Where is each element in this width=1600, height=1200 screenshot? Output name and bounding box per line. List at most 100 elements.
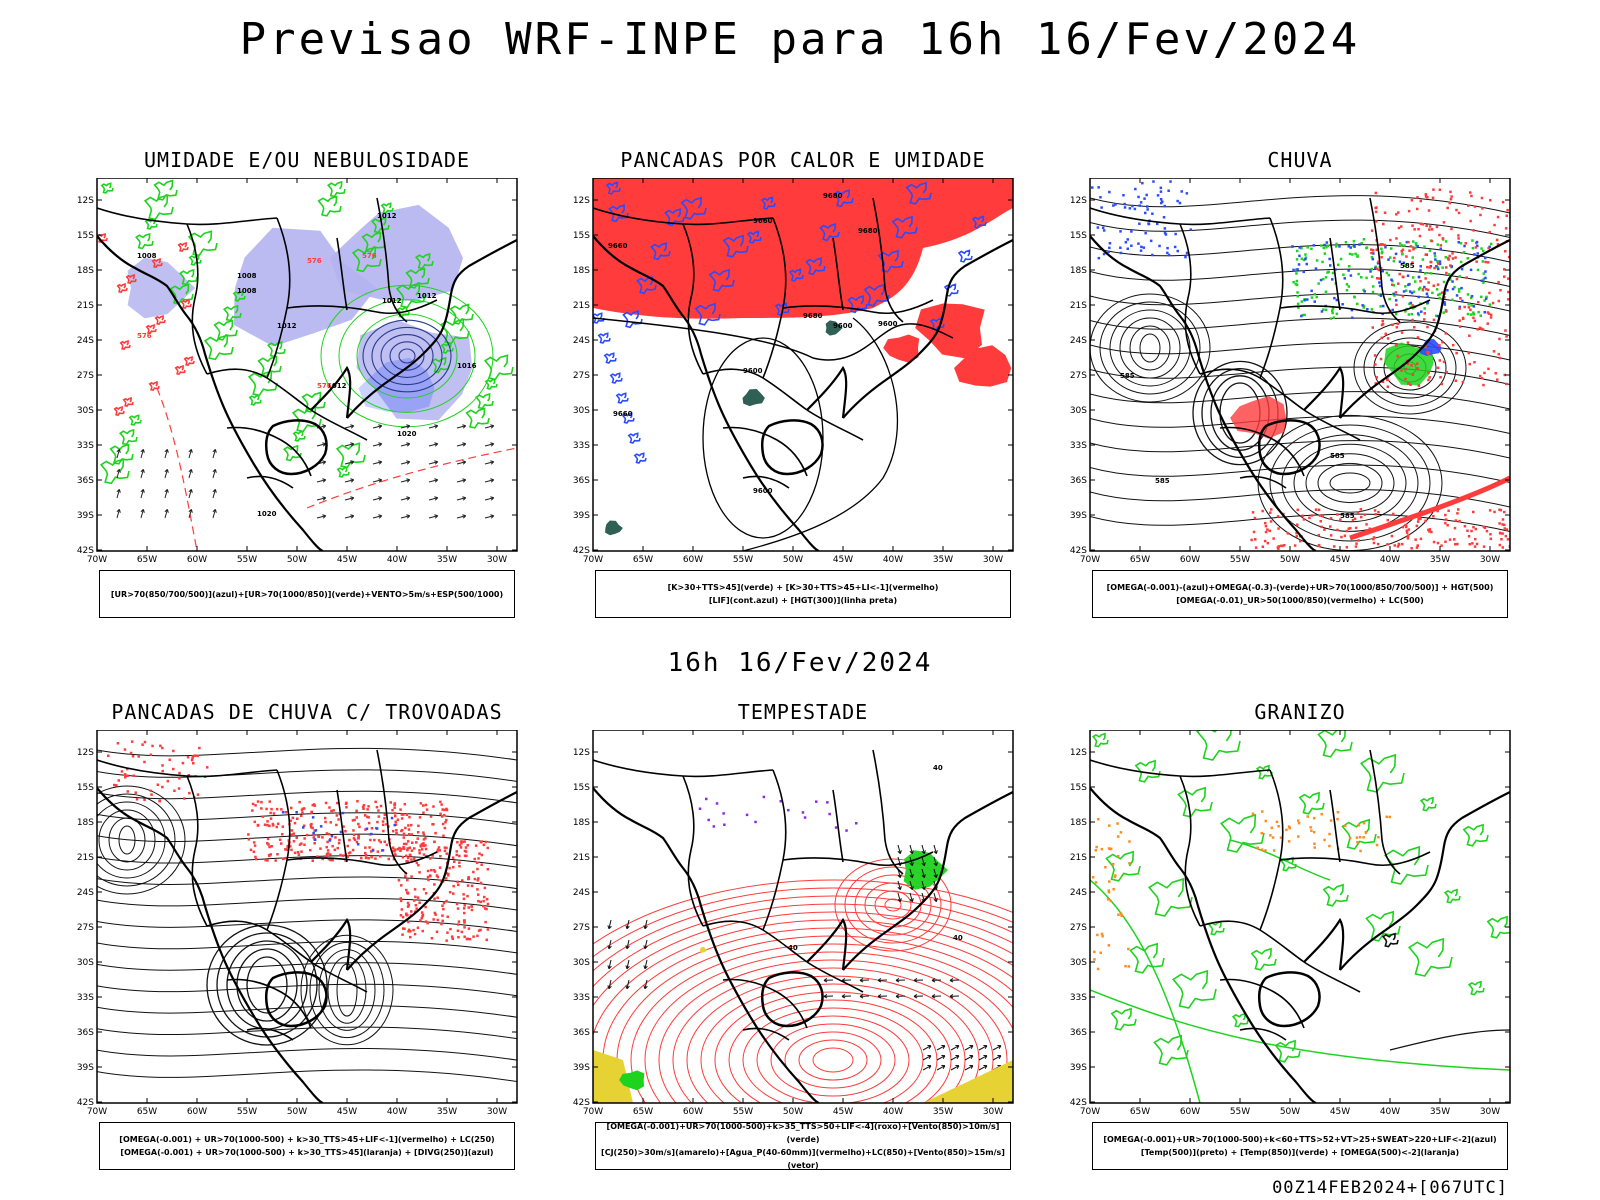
lat-tick-label: 27S <box>1070 923 1087 933</box>
thunderstorm-red-dots <box>196 754 199 758</box>
lifted-index-contour <box>722 234 749 258</box>
state-border <box>376 197 408 323</box>
omega-orange-dots <box>1385 815 1388 819</box>
rain-green-dots <box>1295 272 1298 275</box>
rain-green-dots <box>1304 256 1308 259</box>
rain-green-dots <box>1331 307 1335 310</box>
rain-red-dots <box>1500 538 1503 541</box>
thunderstorm-red-dots <box>436 875 440 879</box>
lat-tick-label: 27S <box>77 371 94 381</box>
rain-blue-dots <box>1292 268 1295 272</box>
thunderstorm-red-dots <box>344 859 347 862</box>
rain-red-dots <box>1270 508 1273 511</box>
rain-red-dots <box>1499 289 1502 292</box>
rain-red-dots <box>1416 367 1419 370</box>
wind-vector <box>212 509 216 519</box>
precipitable-water-contour <box>756 1015 910 1103</box>
wind-vector <box>188 488 193 493</box>
state-border <box>1369 749 1401 875</box>
thunderstorm-red-dots <box>360 856 363 860</box>
thunderstorm-red-dots <box>470 884 474 888</box>
rain-blue-dots <box>1484 297 1488 300</box>
lon-tick-label: 55W <box>237 555 257 565</box>
rain-red-dots <box>1503 373 1506 377</box>
thunderstorm-red-dots <box>407 828 411 831</box>
thunderstorm-red-dots <box>476 934 479 938</box>
wind-vector <box>372 497 382 501</box>
lat-tick-label: 30S <box>1070 406 1087 416</box>
rain-green-dots <box>1481 260 1485 263</box>
rain-red-dots <box>1472 229 1475 232</box>
rain-blue-dots <box>1173 245 1177 249</box>
rain-red-dots <box>1469 219 1472 223</box>
thunderstorm-red-dots <box>459 846 463 849</box>
rain-green-dots <box>1360 276 1363 279</box>
lat-tick-label: 12S <box>573 748 590 758</box>
thunderstorm-red-dots <box>479 881 483 885</box>
wind-vector <box>909 868 913 878</box>
thunderstorm-red-dots <box>289 845 292 848</box>
wind-vector <box>140 488 145 493</box>
rain-red-dots <box>1489 316 1493 319</box>
rain-blue-dots <box>1469 268 1473 272</box>
purple-storm-dots <box>723 823 726 826</box>
thunderstorm-red-dots <box>321 836 324 839</box>
thunderstorm-red-dots <box>284 848 287 851</box>
wind-vector <box>941 1045 946 1049</box>
rain-red-dots <box>1426 352 1430 355</box>
rain-blue-dots <box>1304 257 1307 261</box>
rain-green-dots <box>1325 246 1328 249</box>
rain-red-dots <box>1486 311 1490 314</box>
rain-green-dots <box>1379 305 1382 308</box>
streamline <box>97 1005 517 1018</box>
thunderstorm-red-dots <box>463 911 466 915</box>
thunderstorm-red-dots <box>433 911 437 915</box>
thunderstorm-red-dots <box>382 823 385 827</box>
omega-orange-dots <box>1287 825 1291 828</box>
rain-green-dots <box>1442 280 1446 284</box>
rain-red-dots <box>1419 537 1423 541</box>
divergence-blue-dots <box>311 816 315 819</box>
rain-blue-dots <box>1483 311 1486 314</box>
rain-red-dots <box>1463 525 1467 528</box>
thunderstorm-red-dots <box>476 867 479 871</box>
thunderstorm-red-dots <box>464 846 468 849</box>
thunderstorm-red-dots <box>379 855 382 858</box>
wind-vector <box>909 844 913 854</box>
thunderstorm-red-dots <box>183 797 186 800</box>
rain-green-dots <box>1377 293 1381 296</box>
wind-vector <box>607 965 612 970</box>
rain-red-dots <box>1488 291 1491 295</box>
thunderstorm-red-dots <box>135 798 139 801</box>
rain-blue-dots <box>1461 299 1464 303</box>
thunderstorm-red-dots <box>143 798 146 802</box>
wind-vector <box>406 496 411 501</box>
omega-orange-dots <box>1288 826 1291 830</box>
state-border <box>206 920 312 963</box>
rain-red-dots <box>1418 517 1422 520</box>
rain-green-dots <box>1410 312 1413 316</box>
page-title: Previsao WRF-INPE para 16h 16/Fev/2024 <box>239 14 1361 65</box>
wind-vector <box>484 425 494 429</box>
rain-blue-dots <box>1343 277 1346 280</box>
thunderstorm-red-dots <box>355 816 358 819</box>
rain-red-dots <box>1299 539 1302 543</box>
thunderstorm-red-dots <box>313 804 317 807</box>
rain-red-dots <box>1475 260 1478 263</box>
lagoon-outline <box>265 419 328 476</box>
thunderstorm-red-dots <box>433 840 436 843</box>
rain-blue-dots <box>1406 274 1410 277</box>
rain-green-dots <box>1392 284 1395 287</box>
lat-tick-label: 27S <box>573 371 590 381</box>
rain-blue-dots <box>1297 263 1301 266</box>
temperature850-contour <box>1443 888 1461 904</box>
thunderstorm-red-dots <box>272 812 276 815</box>
streamline <box>1090 513 1510 532</box>
rain-red-dots <box>1494 372 1497 375</box>
purple-storm-dots <box>715 802 719 805</box>
rain-blue-dots <box>1426 301 1430 304</box>
thunderstorm-red-dots <box>429 857 432 860</box>
rain-red-dots <box>1424 253 1427 256</box>
thunderstorm-red-dots <box>192 762 195 765</box>
